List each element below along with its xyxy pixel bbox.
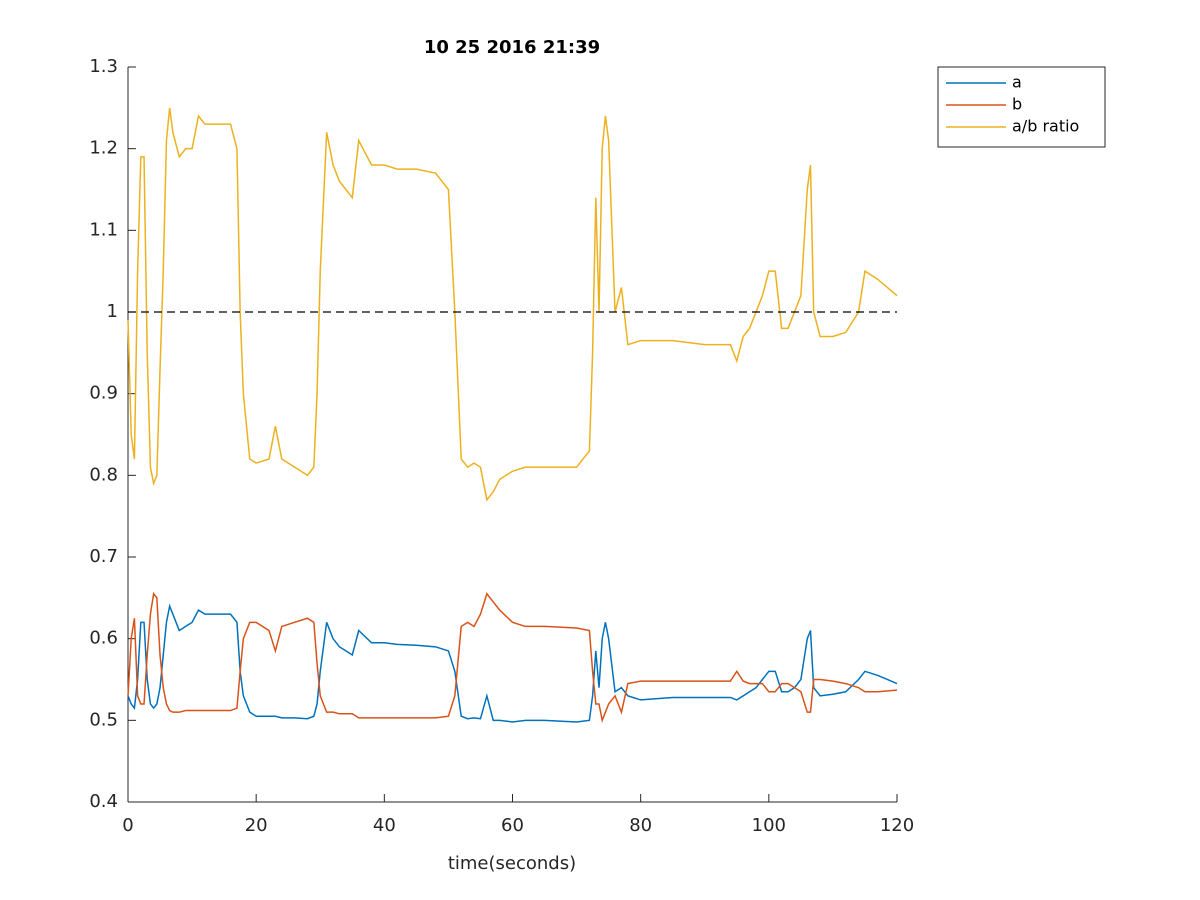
series-line [127,603,898,723]
x-tick-label: 40 [373,815,396,836]
chart-title: 10 25 2016 21:39 [424,37,600,58]
y-tick-label: 1.3 [89,56,118,77]
y-tick-label: 0.6 [89,628,118,649]
x-tick-label: 80 [629,815,652,836]
x-tick-label: 20 [245,815,268,836]
legend-box [937,66,1106,148]
y-tick-label: 1 [107,301,118,322]
y-tick-label: 0.8 [89,464,118,485]
x-tick-label: 100 [752,815,786,836]
y-tick-label: 1.2 [89,138,118,159]
x-tick-label: 0 [122,815,133,836]
series-line [127,591,898,723]
series-line [127,107,898,502]
x-tick-label: 120 [880,815,914,836]
x-axis-label: time(seconds) [448,853,576,874]
legend-label: b [1012,95,1022,114]
y-tick-label: 0.4 [89,791,118,812]
x-tick-label: 60 [501,815,524,836]
y-tick-label: 1.1 [89,219,118,240]
legend-label: a [1012,73,1022,92]
y-tick-label: 0.7 [89,546,118,567]
legend-label: a/b ratio [1012,117,1079,136]
y-tick-label: 0.9 [89,383,118,404]
y-tick-label: 0.5 [89,709,118,730]
